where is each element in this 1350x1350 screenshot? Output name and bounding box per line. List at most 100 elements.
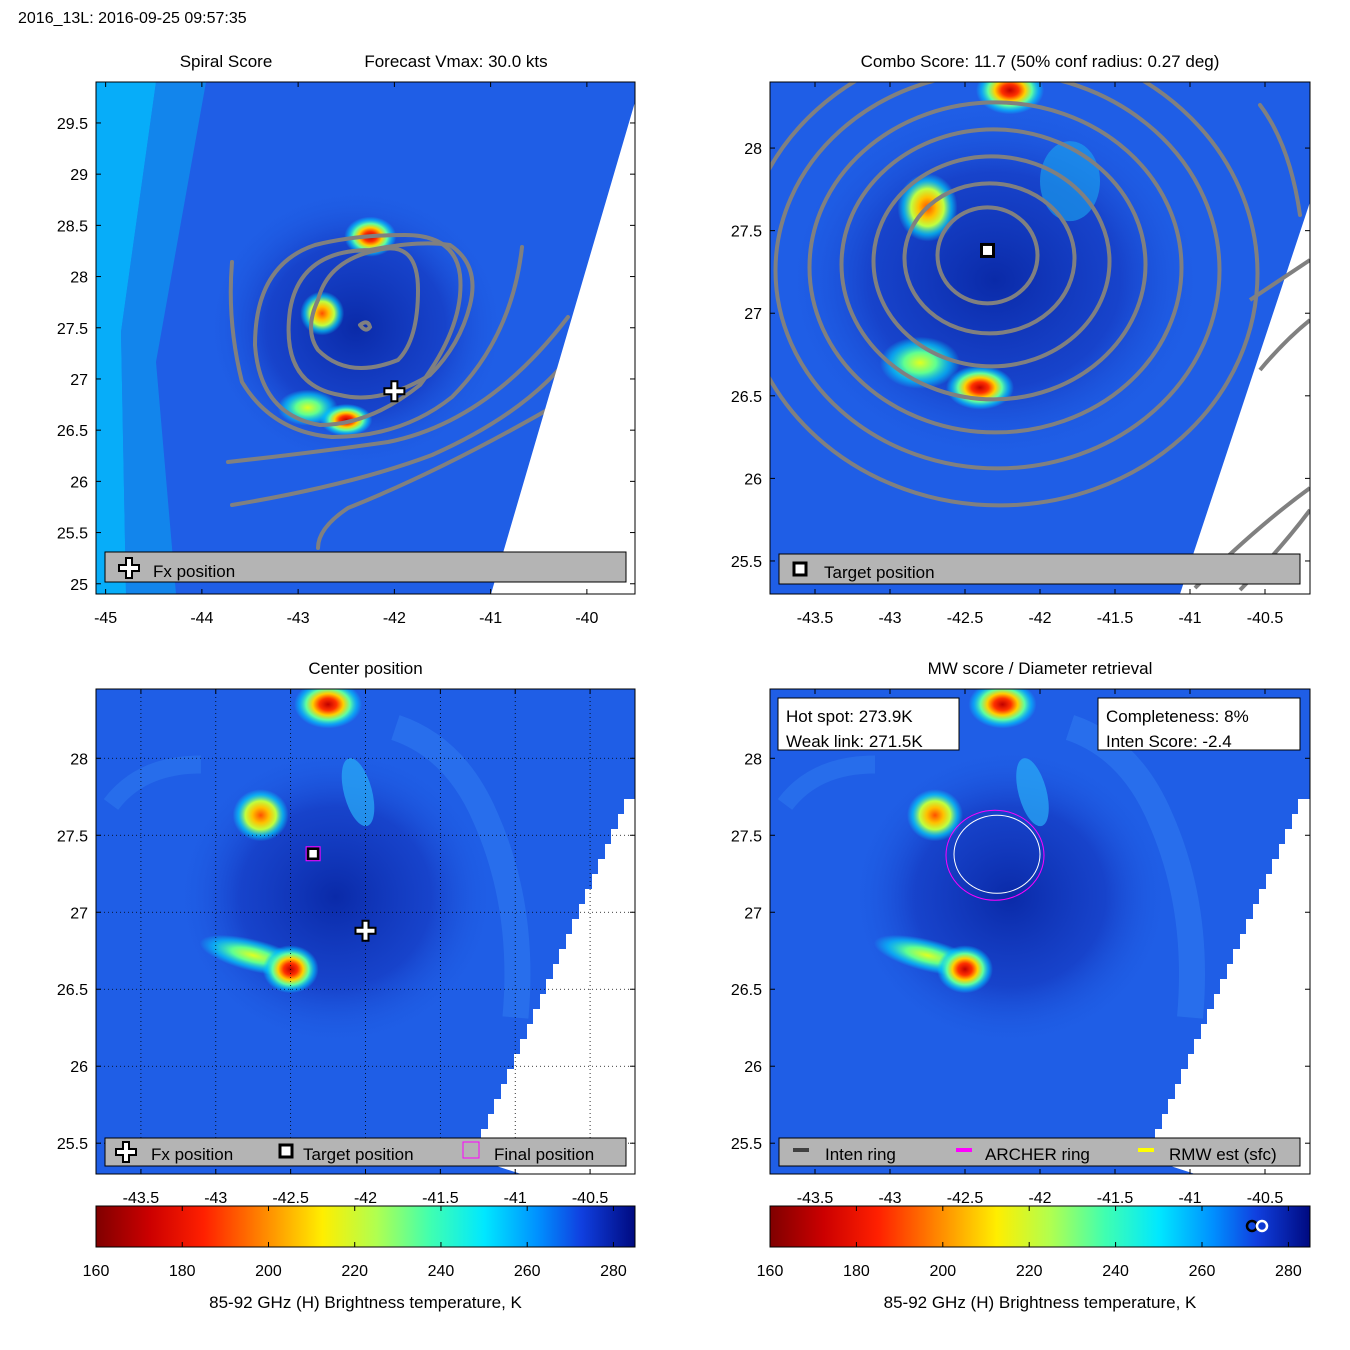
y-tick-label: 27 (744, 306, 762, 323)
plot-panel-1: Fx position -45 -44 -43 -42 -41 -40 25 25.5 26 26.… (57, 52, 636, 627)
y-tick-label: 27.5 (731, 224, 762, 241)
x-tick-label: -42 (354, 1190, 377, 1207)
contour-line (770, 82, 1260, 508)
x-tick-label: -41.5 (1097, 1190, 1134, 1207)
y-tick-label: 26.5 (57, 423, 88, 440)
y-tick-label: 27.5 (731, 828, 762, 845)
panel-title-right: Forecast Vmax: 30.0 kts (364, 52, 547, 71)
x-tick-label: -41 (479, 610, 502, 627)
y-tick-label: 26 (744, 1059, 762, 1076)
y-tick-label: 26.5 (731, 982, 762, 999)
x-tick-label: -42.5 (947, 1190, 984, 1207)
x-tick-label: -41.5 (422, 1190, 459, 1207)
x-tick-label: -43.5 (797, 1190, 834, 1207)
target-position-marker (306, 847, 320, 860)
x-tick-label: -43.5 (123, 1190, 160, 1207)
legend-final-icon (462, 1141, 480, 1159)
colorbar-tick-label: 180 (843, 1263, 870, 1280)
colorbar-tick-label: 200 (929, 1263, 956, 1280)
warm-band (777, 755, 876, 811)
legend-fx-icon (115, 1141, 137, 1163)
contour-line (935, 205, 1040, 306)
legend-label: Target position (303, 1145, 414, 1164)
plot-panel-2: Target position -43.5 -43 -42.5 -42 -41.5 -41 -… (731, 52, 1311, 627)
x-tick-label: -40.5 (1247, 610, 1284, 627)
y-tick-label: 26 (70, 474, 88, 491)
x-tick-label: -42 (1028, 610, 1051, 627)
info-box-left: Hot spot: 273.9K Weak link: 271.5K (777, 697, 960, 751)
legend-box (778, 1137, 1301, 1167)
legend-target-icon (278, 1143, 294, 1159)
hot-spot (294, 689, 363, 729)
contour-line (773, 82, 1222, 471)
legend: Fx position (104, 551, 627, 583)
contour-line (252, 232, 463, 428)
no-data-region (491, 102, 635, 594)
y-tick-label: 27 (744, 905, 762, 922)
colorbar-tick-label: 280 (600, 1263, 627, 1280)
x-tick-label: -42 (383, 610, 406, 627)
contour-line (230, 358, 569, 507)
x-tick-label: -41 (1178, 610, 1201, 627)
legend-box (104, 1137, 627, 1167)
y-tick-label: 25.5 (57, 526, 88, 543)
x-tick-label: -40 (575, 610, 598, 627)
y-tick-label: 28 (744, 751, 762, 768)
y-tick-label: 28 (70, 270, 88, 287)
x-tick-label: -43 (204, 1190, 227, 1207)
colorbar-tick-label: 240 (1102, 1263, 1129, 1280)
info-text: Hot spot: 273.9K (786, 707, 913, 726)
x-tick-label: -42.5 (947, 610, 984, 627)
hot-spot (968, 689, 1037, 729)
contour-line (807, 100, 1184, 435)
plot-panel-3: Fx position Target position Final position… (57, 659, 636, 1207)
y-tick-label: 25 (70, 577, 88, 594)
x-tick-label: -40.5 (1247, 1190, 1284, 1207)
plot-panel-4: Hot spot: 273.9K Weak link: 271.5K Complet… (731, 659, 1311, 1207)
hot-spot (907, 789, 963, 842)
grid-lines (96, 689, 635, 1174)
no-data-region (475, 799, 635, 1174)
x-tick-label: -42.5 (272, 1190, 309, 1207)
no-data-region (1180, 202, 1310, 594)
contour-line (358, 320, 373, 332)
legend-label: Final position (494, 1145, 594, 1164)
y-tick-label: 27 (70, 372, 88, 389)
panel-title: Center position (308, 659, 422, 678)
colorbar-gradient (95, 1205, 636, 1248)
colorbar-tick-label: 180 (169, 1263, 196, 1280)
y-tick-label: 29.5 (57, 116, 88, 133)
x-tick-label: -42 (1028, 1190, 1051, 1207)
y-tick-label: 26.5 (57, 982, 88, 999)
cold-region (850, 746, 1170, 1047)
contour-line (839, 127, 1148, 402)
colorbar-tick-label: 220 (341, 1263, 368, 1280)
legend-label: Fx position (151, 1145, 233, 1164)
hot-spot (320, 403, 373, 436)
warm-band (341, 758, 375, 827)
hot-spot (946, 365, 1014, 410)
info-box (777, 697, 960, 751)
y-tick-label: 26 (744, 471, 762, 488)
y-tick-label: 27.5 (57, 828, 88, 845)
hot-spot-marker (1255, 1219, 1269, 1233)
colorbar: 160 180 200 220 240 260 280 85-92 GHz (H) Brigh… (83, 1205, 636, 1312)
contour-lines (226, 232, 570, 550)
colorbar-tick-label: 260 (514, 1263, 541, 1280)
y-tick-label: 27 (70, 905, 88, 922)
cold-region (205, 187, 506, 468)
legend-fx-icon (118, 557, 140, 579)
legend: Inten ring ARCHER ring RMW est (sfc) (778, 1137, 1301, 1167)
contour-line (1258, 318, 1310, 372)
contour-line (309, 246, 421, 370)
rmw-ring (953, 814, 1041, 894)
y-tick-label: 25.5 (731, 554, 762, 571)
x-tick-label: -45 (94, 610, 117, 627)
archer-ring (945, 809, 1045, 901)
x-tick-label: -41.5 (1097, 610, 1134, 627)
info-text: Completeness: 8% (1106, 707, 1249, 726)
legend: Fx position Target position Final position (104, 1137, 627, 1167)
final-position-marker (305, 846, 321, 862)
legend: Target position (778, 553, 1301, 585)
